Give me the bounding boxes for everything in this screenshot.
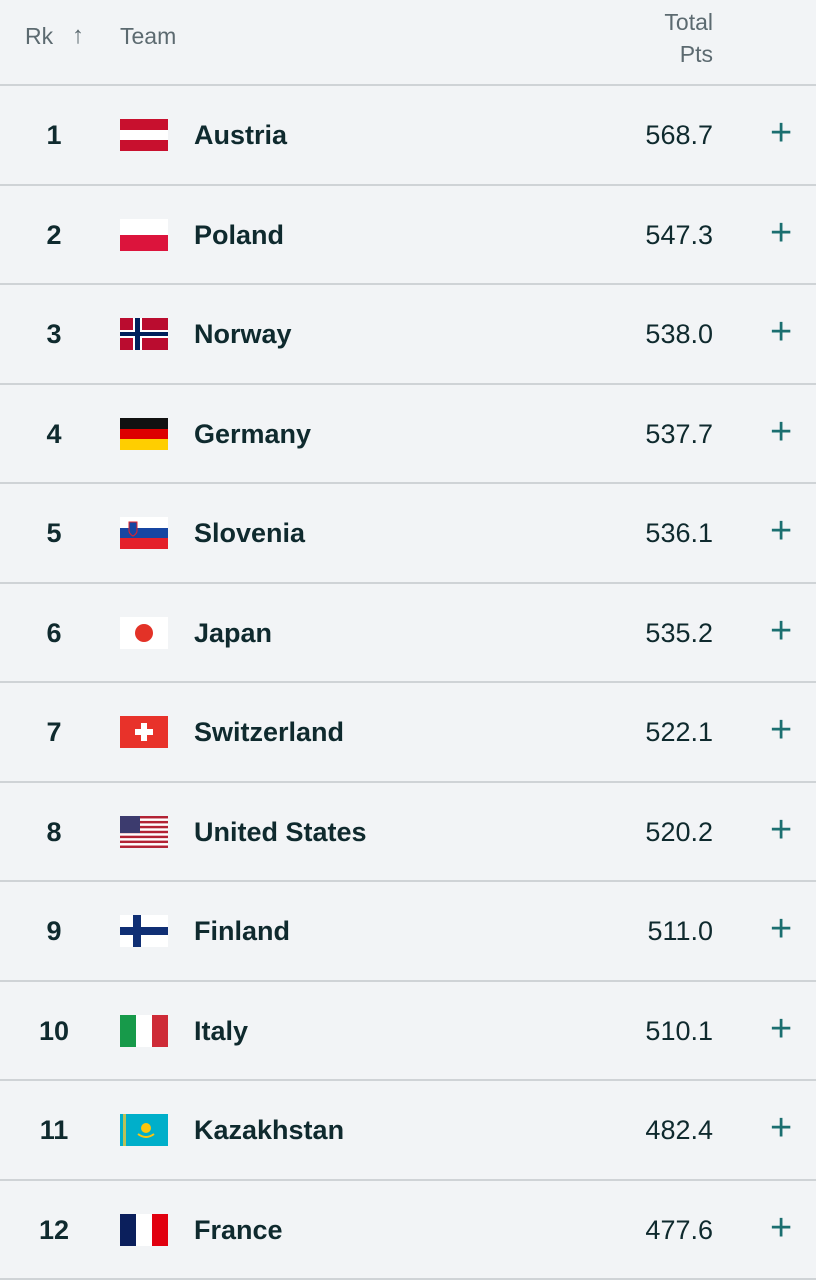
table-row[interactable]: 2 Poland 547.3 + xyxy=(0,186,816,285)
italy-flag-icon xyxy=(120,1014,168,1047)
france-flag-icon xyxy=(120,1213,168,1246)
total-points: 538.0 xyxy=(645,319,713,349)
table-row[interactable]: 4 Germany 537.7 + xyxy=(0,385,816,484)
plus-icon[interactable]: + xyxy=(770,311,793,353)
table-row[interactable]: 6 Japan 535.2 + xyxy=(0,584,816,683)
rank: 4 xyxy=(46,418,62,449)
table-row[interactable]: 9 Finland 511.0 + xyxy=(0,882,816,982)
team-name[interactable]: Slovenia xyxy=(194,518,306,548)
switzerland-flag-icon xyxy=(120,716,168,748)
team-name[interactable]: Poland xyxy=(194,219,285,250)
total-points: 535.2 xyxy=(645,617,713,648)
team-name[interactable]: Switzerland xyxy=(194,717,345,747)
plus-icon[interactable]: + xyxy=(770,410,793,453)
plus-icon[interactable]: + xyxy=(770,709,793,751)
rank: 8 xyxy=(46,816,62,847)
total-pts-column-header[interactable]: Total Pts xyxy=(664,6,713,70)
austria-flag-icon xyxy=(120,119,168,151)
rank: 1 xyxy=(46,120,62,150)
rank: 12 xyxy=(38,1214,70,1245)
total-points: 520.2 xyxy=(645,816,713,847)
rank: 7 xyxy=(46,717,62,747)
total-points: 477.6 xyxy=(645,1214,713,1245)
plus-icon[interactable]: + xyxy=(770,1007,793,1050)
team-name[interactable]: Germany xyxy=(194,418,312,449)
table-row[interactable]: 10 Italy 510.1 + xyxy=(0,982,816,1081)
plus-icon[interactable]: + xyxy=(770,609,793,652)
germany-flag-icon xyxy=(120,417,168,450)
total-points: 511.0 xyxy=(647,916,713,946)
total-points: 568.7 xyxy=(645,120,713,150)
rank: 10 xyxy=(38,1015,70,1046)
plus-icon[interactable]: + xyxy=(770,211,793,254)
slovenia-flag-icon xyxy=(120,517,168,549)
poland-flag-icon xyxy=(120,218,168,251)
team-name[interactable]: Italy xyxy=(194,1015,249,1046)
table-row[interactable]: 5 Slovenia 536.1 + xyxy=(0,484,816,584)
standings-table: 1 Austria 568.7 +2 Poland 547.3 +3 Norwa… xyxy=(0,86,816,1280)
japan-flag-icon xyxy=(120,616,168,649)
team-name[interactable]: Norway xyxy=(194,319,292,349)
total-points: 547.3 xyxy=(645,219,713,250)
total-points: 510.1 xyxy=(645,1015,713,1046)
table-row[interactable]: 3 Norway 538.0 + xyxy=(0,285,816,385)
header-total: Total xyxy=(664,9,713,35)
team-name[interactable]: Kazakhstan xyxy=(194,1115,345,1145)
total-points: 522.1 xyxy=(645,717,713,747)
kazakhstan-flag-icon xyxy=(120,1114,168,1146)
table-row[interactable]: 11 Kazakhstan 482.4 + xyxy=(0,1081,816,1181)
rank-column-header[interactable]: Rk xyxy=(25,23,54,49)
table-row[interactable]: 8 United States 520.2 + xyxy=(0,783,816,882)
team-name[interactable]: Japan xyxy=(194,617,273,648)
header-pts: Pts xyxy=(679,41,713,67)
plus-icon[interactable]: + xyxy=(770,112,793,154)
rank: 9 xyxy=(46,916,62,946)
norway-flag-icon xyxy=(120,318,168,350)
team-name[interactable]: Finland xyxy=(194,916,290,946)
team-name[interactable]: United States xyxy=(194,816,367,847)
total-points: 482.4 xyxy=(645,1115,713,1145)
total-points: 536.1 xyxy=(645,518,713,548)
plus-icon[interactable]: + xyxy=(770,1107,793,1149)
table-row[interactable]: 7 Switzerland 522.1 + xyxy=(0,683,816,783)
plus-icon[interactable]: + xyxy=(770,908,793,950)
plus-icon[interactable]: + xyxy=(770,808,793,851)
total-points: 537.7 xyxy=(645,418,713,449)
table-row[interactable]: 12 France 477.6 + xyxy=(0,1181,816,1280)
usa-flag-icon xyxy=(120,815,168,848)
rank: 2 xyxy=(46,219,62,250)
team-name[interactable]: France xyxy=(194,1214,283,1245)
arrow-up-icon[interactable]: ↑ xyxy=(72,22,84,49)
finland-flag-icon xyxy=(120,915,168,947)
table-row[interactable]: 1 Austria 568.7 + xyxy=(0,86,816,186)
team-column-header[interactable]: Team xyxy=(120,23,177,49)
rank: 11 xyxy=(39,1115,69,1145)
table-header: Rk ↑ Team Total Pts xyxy=(0,0,816,86)
plus-icon[interactable]: + xyxy=(770,1206,793,1249)
rank: 5 xyxy=(46,518,62,548)
plus-icon[interactable]: + xyxy=(770,510,793,552)
rank: 3 xyxy=(46,319,62,349)
rank: 6 xyxy=(46,617,62,648)
team-name[interactable]: Austria xyxy=(194,120,288,150)
